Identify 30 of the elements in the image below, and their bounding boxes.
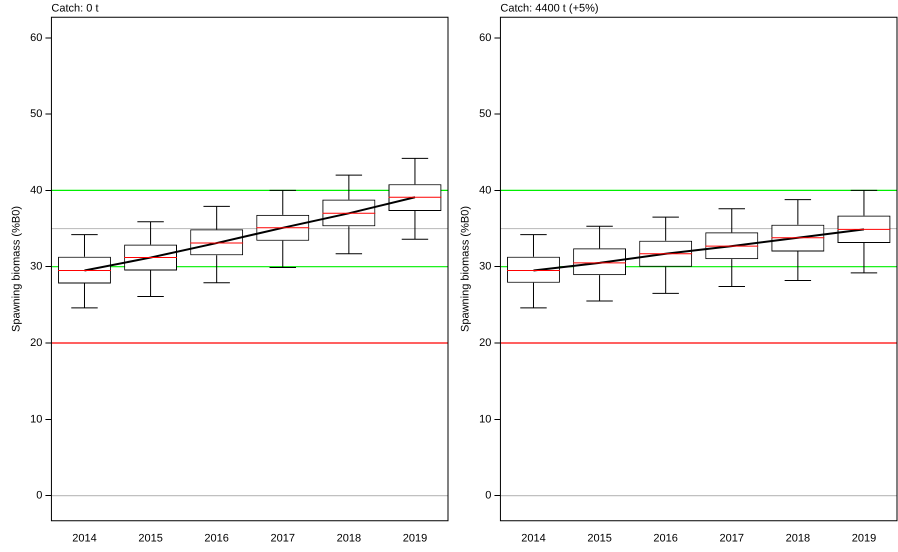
chart-title: Catch: 4400 t (+5%): [500, 2, 599, 15]
x-tick-label: 2019: [852, 532, 876, 544]
y-tick-label: 20: [479, 337, 492, 350]
y-tick-label: 40: [30, 184, 42, 196]
x-tick-label: 2017: [270, 532, 296, 544]
y-tick-label: 10: [30, 413, 42, 426]
y-tick-label: 50: [30, 108, 42, 120]
x-tick-label: 2014: [521, 532, 546, 544]
x-tick-label: 2016: [653, 532, 678, 544]
y-tick-label: 20: [30, 337, 42, 350]
x-tick-label: 2017: [720, 532, 744, 544]
y-tick-label: 10: [479, 413, 492, 426]
y-axis-title: Spawning biomass (%B0): [10, 206, 23, 332]
y-tick-label: 40: [479, 184, 492, 196]
x-tick-label: 2019: [402, 532, 428, 544]
y-tick-label: 0: [485, 490, 492, 502]
x-tick-label: 2016: [204, 532, 229, 544]
y-axis-title: Spawning biomass (%B0): [460, 206, 472, 332]
y-tick-label: 30: [30, 260, 42, 273]
x-tick-label: 2018: [336, 532, 362, 544]
x-tick-label: 2015: [587, 532, 612, 544]
y-tick-label: 50: [479, 108, 492, 120]
y-tick-label: 60: [30, 32, 42, 44]
y-tick-label: 30: [479, 260, 492, 273]
chart-title: Catch: 0 t: [51, 2, 99, 15]
y-tick-label: 60: [479, 32, 492, 44]
y-tick-label: 0: [36, 490, 42, 502]
x-tick-label: 2015: [138, 532, 163, 544]
x-tick-label: 2018: [786, 532, 810, 544]
x-tick-label: 2014: [72, 532, 97, 544]
